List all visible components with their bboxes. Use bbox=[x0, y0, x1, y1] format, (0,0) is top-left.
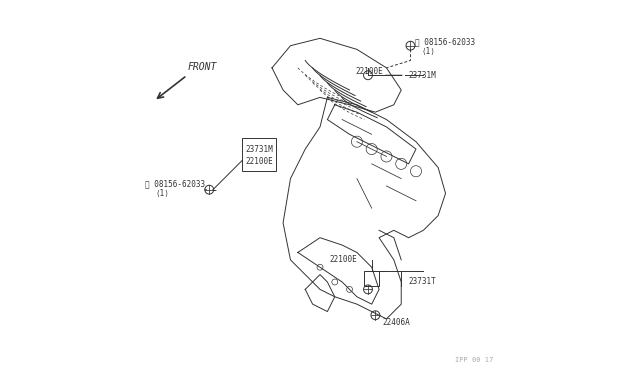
Text: IPP 00 17: IPP 00 17 bbox=[455, 357, 493, 363]
Text: Ⓑ 08156-62033: Ⓑ 08156-62033 bbox=[415, 38, 475, 46]
Text: 23731M: 23731M bbox=[408, 71, 436, 80]
Text: 23731M: 23731M bbox=[245, 145, 273, 154]
Text: 22100E: 22100E bbox=[355, 67, 383, 76]
Bar bbox=[243, 138, 276, 171]
Text: FRONT: FRONT bbox=[187, 61, 216, 71]
Text: 23731T: 23731T bbox=[408, 278, 436, 286]
Text: ⟨1⟩: ⟨1⟩ bbox=[156, 189, 170, 198]
Text: Ⓑ 08156-62033: Ⓑ 08156-62033 bbox=[145, 180, 205, 189]
Text: ⟨1⟩: ⟨1⟩ bbox=[422, 47, 435, 56]
Text: 22100E: 22100E bbox=[245, 157, 273, 166]
Text: 22406A: 22406A bbox=[383, 318, 410, 327]
Bar bbox=[364, 271, 379, 286]
Text: 22100E: 22100E bbox=[329, 255, 357, 264]
